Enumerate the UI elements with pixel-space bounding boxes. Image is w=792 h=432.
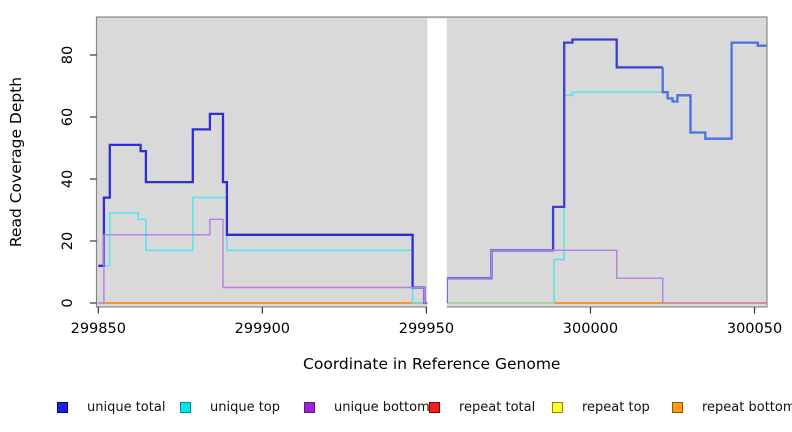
x-tick-label-2: 299950 bbox=[399, 321, 454, 337]
coverage-chart: 299850 299900 299950 300000 300050 0 20 40 60 80 C… bbox=[7, 16, 782, 373]
y-axis-title: Read Coverage Depth bbox=[7, 77, 25, 247]
legend-swatch-icon bbox=[57, 401, 68, 413]
legend-item-repeat-bottom: repeat bottom bbox=[672, 396, 792, 418]
x-tick-label-1: 299900 bbox=[235, 321, 290, 337]
series-line-unique-total-2 bbox=[661, 41, 767, 140]
legend-swatch-icon bbox=[552, 401, 563, 413]
legend-label: unique top bbox=[210, 399, 281, 415]
legend-label: unique total bbox=[87, 399, 166, 415]
legend-label: repeat bottom bbox=[702, 399, 792, 415]
y-tick-label-1: 20 bbox=[60, 232, 76, 250]
y-tick-label-0: 0 bbox=[60, 298, 76, 307]
series-line-unique-total-0 bbox=[98, 112, 428, 305]
y-tick-label-4: 80 bbox=[60, 46, 76, 64]
series-line-unique-top-0 bbox=[98, 196, 428, 304]
legend-item-unique-total: unique total bbox=[57, 396, 165, 418]
legend-label: repeat total bbox=[459, 399, 536, 415]
legend-item-repeat-total: repeat total bbox=[429, 396, 535, 418]
legend-item-unique-bottom: unique bottom bbox=[304, 396, 430, 418]
legend-label: repeat top bbox=[582, 399, 650, 415]
series-line-unique-bottom-0 bbox=[98, 218, 428, 304]
x-tick-label-0: 299850 bbox=[71, 321, 126, 337]
series-line-unique-bottom-1 bbox=[446, 249, 664, 303]
legend-item-repeat-top: repeat top bbox=[552, 396, 650, 418]
chart-legend: unique total unique top unique bottom repea… bbox=[0, 396, 792, 422]
y-tick-label-3: 60 bbox=[60, 108, 76, 126]
legend-item-unique-top: unique top bbox=[180, 396, 280, 418]
legend-swatch-icon bbox=[672, 401, 683, 413]
x-tick-label-3: 300000 bbox=[563, 321, 618, 337]
legend-label: unique bottom bbox=[334, 399, 430, 415]
legend-swatch-icon bbox=[304, 401, 315, 413]
no-data-gap-band bbox=[427, 18, 447, 315]
x-axis-title: Coordinate in Reference Genome bbox=[303, 355, 560, 373]
x-tick-label-4: 300050 bbox=[727, 321, 782, 337]
legend-swatch-icon bbox=[429, 401, 440, 413]
legend-swatch-icon bbox=[180, 401, 191, 413]
y-tick-label-2: 40 bbox=[60, 170, 76, 188]
